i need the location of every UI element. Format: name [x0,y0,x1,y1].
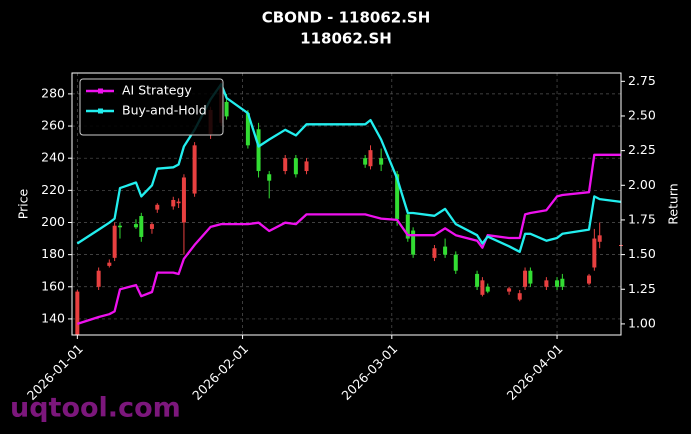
candle-body [517,293,522,300]
candle-body [523,270,528,287]
y2-tick-label: 2.75 [628,73,656,88]
candle-body [544,280,549,287]
candle-body [224,101,229,117]
series-line [76,82,622,253]
chart-title: CBOND - 118062.SH [262,9,431,27]
candle-body [368,150,373,167]
y-tick-label: 240 [41,150,65,165]
series-line [76,153,621,325]
candle-body [411,230,416,255]
candle-body [507,288,512,292]
candle-body [267,174,272,181]
candle-body [117,225,122,228]
y2-tick-label: 1.75 [628,211,656,226]
legend: AI Strategy Buy-and-Hold [79,78,224,136]
candle-body [139,216,144,237]
y2-tick-label: 2.25 [628,142,656,157]
candle-body [555,280,560,287]
y2-tick-label: 2.00 [628,177,656,192]
y-tick-label: 140 [41,310,65,325]
candle-body [245,113,250,146]
y-tick-label: 280 [41,85,65,100]
candle-body [432,248,437,258]
candle-body [256,129,261,172]
candle-body [453,254,458,271]
legend-label: AI Strategy [122,83,192,98]
candle-body [405,214,410,239]
candle-body [475,273,480,287]
legend-label: Buy-and-Hold [122,103,207,118]
candle-body [112,225,117,258]
candle-body [293,158,298,175]
candle-body [96,270,101,287]
candle-body [587,275,592,284]
y2-tick-label: 2.50 [628,107,656,122]
candle-body [395,174,400,220]
candle-body [304,161,309,172]
candle-body [597,235,602,242]
candle-body [480,280,485,295]
candle-body [560,278,565,287]
y-tick-label: 180 [41,246,65,261]
candle-body [149,224,154,229]
y-axis-label: Price [16,188,31,219]
legend-box [79,78,224,136]
y2-tick-label: 1.25 [628,281,656,296]
candle-body [192,145,197,194]
candle-body [443,246,448,255]
candle-body [592,238,597,268]
y-tick-label: 220 [41,182,65,197]
candle-body [155,204,160,210]
candle-body [283,158,288,172]
candle-body [363,158,368,165]
y-tick-label: 160 [41,278,65,293]
candle-body [528,270,533,284]
chart-subtitle: 118062.SH [300,30,392,48]
candle-body [75,291,80,335]
legend-marker [98,88,103,94]
candle-body [379,158,384,165]
candle-body [181,177,186,223]
y-tick-label: 260 [41,118,65,133]
y2-axis-label: Return [666,183,681,224]
watermark: uqtool.com [10,393,181,424]
y2-tick-label: 1.50 [628,246,656,261]
candle-body [171,199,176,207]
legend-marker [98,108,103,114]
candle-body [107,262,112,266]
y2-tick-label: 1.00 [628,315,656,330]
candle-body [176,201,181,204]
plot-frame [71,72,622,336]
y-tick-label: 200 [41,214,65,229]
candle-body [133,224,138,228]
candle-body [485,286,490,292]
